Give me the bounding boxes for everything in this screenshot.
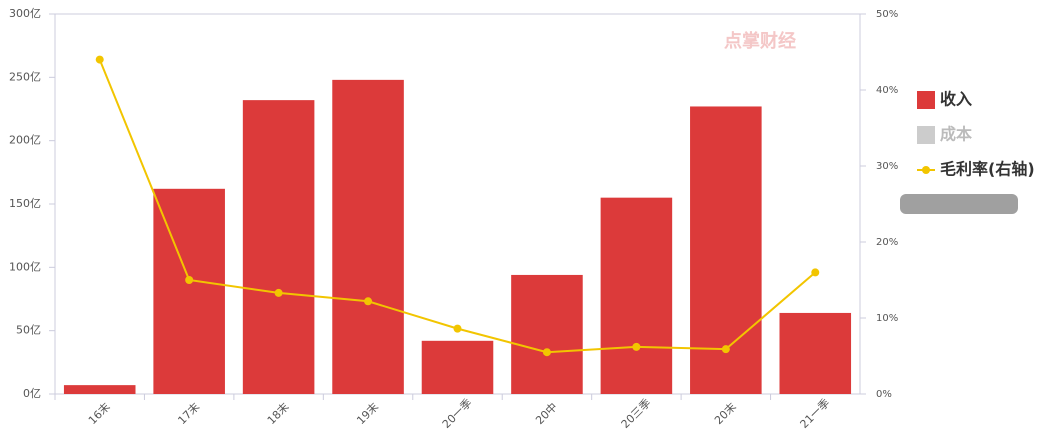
y-tick-label: 250亿 [9, 70, 41, 83]
bar [421, 340, 494, 394]
x-tick-label: 20中 [533, 400, 560, 427]
point [811, 268, 820, 277]
point [274, 288, 283, 297]
bar [242, 100, 315, 394]
y2-tick-label: 50% [876, 9, 898, 20]
bar [779, 312, 852, 394]
y-tick-label: 150亿 [9, 197, 41, 210]
y2-tick-label: 30% [876, 161, 898, 172]
y-tick-label: 300亿 [9, 7, 41, 20]
bar [63, 385, 136, 394]
legend-label[interactable]: 收入 [940, 90, 972, 109]
x-tick-label: 20一季 [440, 396, 475, 431]
x-tick-label: 17末 [175, 400, 203, 428]
y2-tick-label: 0% [876, 389, 892, 400]
legend-button[interactable] [900, 194, 1018, 214]
y-tick-label: 200亿 [9, 134, 41, 147]
point [364, 297, 373, 306]
bar [600, 197, 673, 394]
x-tick-label: 18末 [264, 400, 292, 428]
y2-tick-label: 40% [876, 85, 898, 96]
x-tick-label: 21一季 [798, 396, 833, 431]
y2-tick-label: 10% [876, 313, 898, 324]
point [542, 348, 551, 357]
legend-dot [922, 166, 930, 174]
legend-label[interactable]: 成本 [940, 125, 972, 144]
point [721, 345, 730, 354]
y-tick-label: 100亿 [9, 260, 41, 273]
bar [332, 79, 404, 394]
y2-tick-label: 20% [876, 237, 898, 248]
y-tick-label: 0亿 [23, 387, 41, 400]
y-tick-label: 50亿 [16, 324, 41, 337]
legend-swatch [917, 91, 935, 109]
point [632, 342, 641, 351]
point [95, 55, 104, 64]
x-tick-label: 16末 [85, 400, 113, 428]
x-tick-label: 20三季 [619, 396, 654, 431]
watermark: 点掌财经 [724, 30, 796, 52]
x-tick-label: 19末 [354, 400, 382, 428]
x-tick-label: 20末 [711, 400, 739, 428]
legend-swatch [917, 126, 935, 144]
point [453, 324, 462, 333]
bar [511, 274, 583, 394]
legend-label[interactable]: 毛利率(右轴) [940, 160, 1035, 179]
point [185, 276, 194, 284]
